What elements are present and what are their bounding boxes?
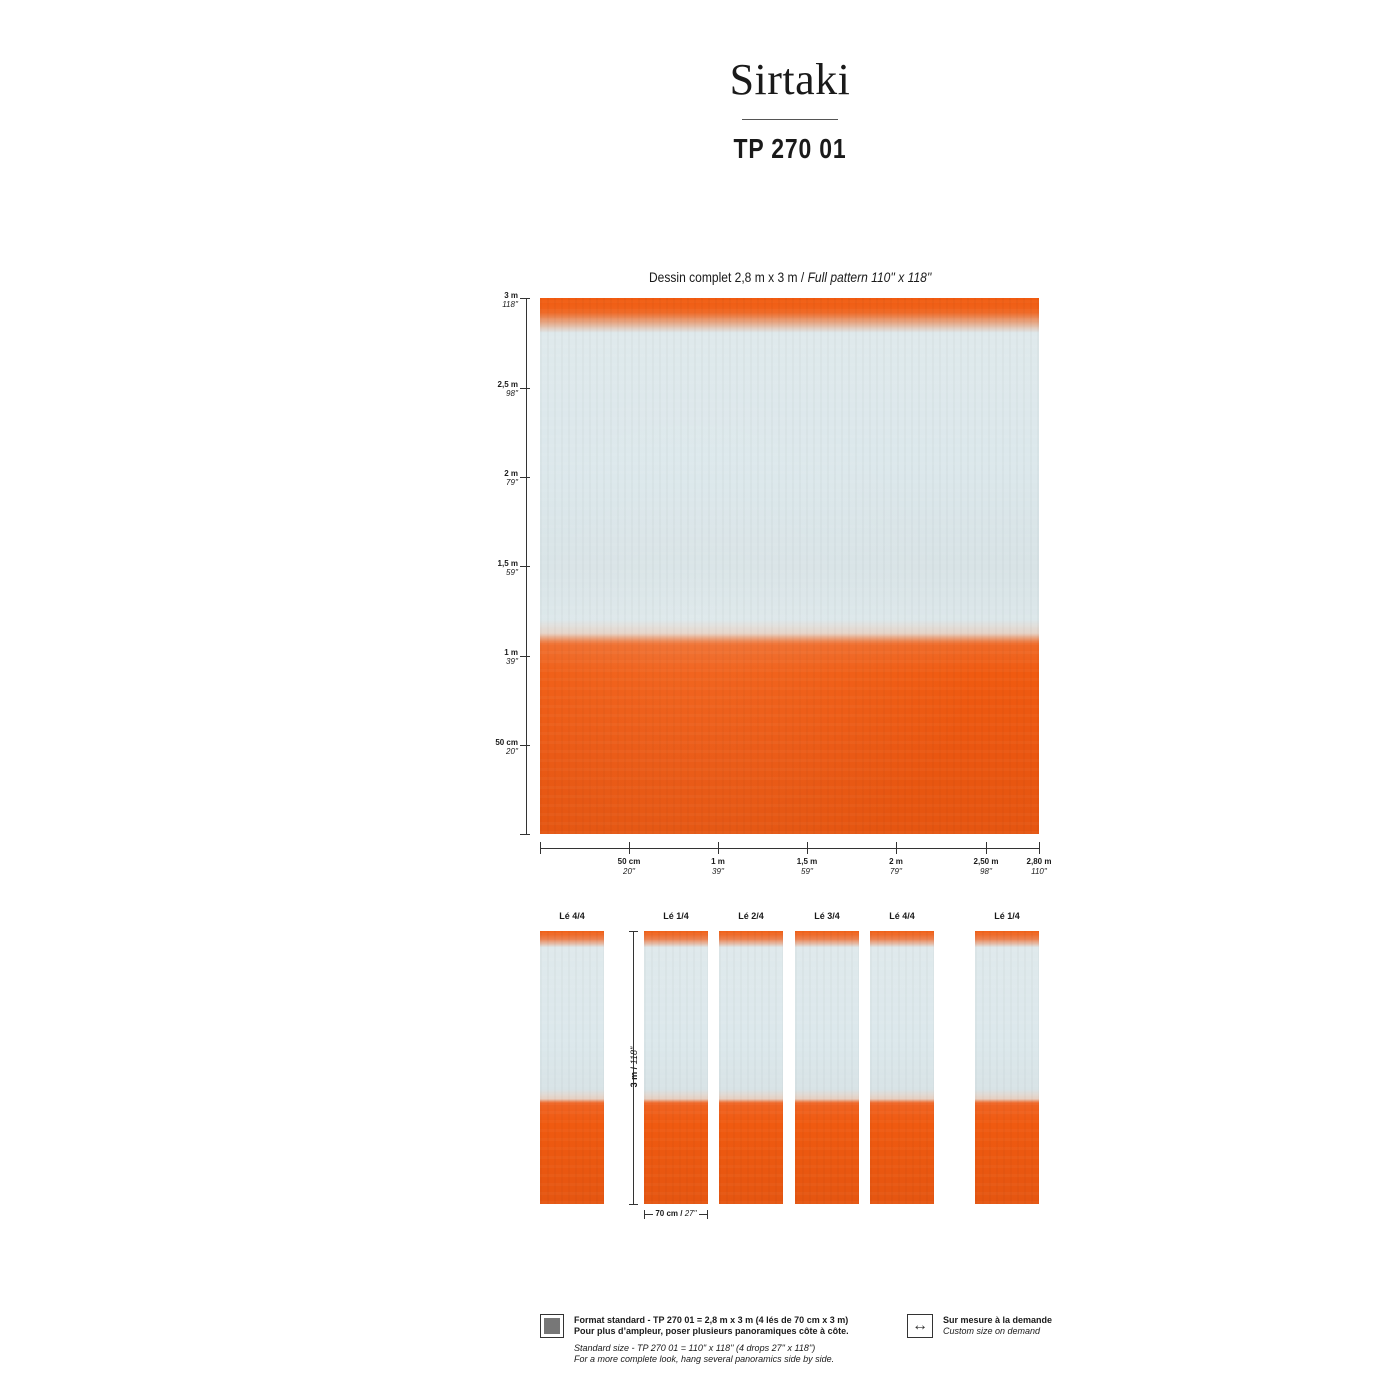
full-pattern-caption: Dessin complet 2,8 m x 3 m / Full patter… bbox=[540, 269, 1040, 285]
panel-drop bbox=[644, 931, 708, 1204]
horizontal-ruler-label: 2,80 m 110'' bbox=[1026, 857, 1052, 876]
panel-drop bbox=[870, 931, 934, 1204]
vertical-ruler-label: 50 cm 20'' bbox=[495, 738, 518, 756]
panel-width-label: 70 cm / 27'' bbox=[653, 1209, 699, 1218]
full-pattern-caption-fr: Dessin complet 2,8 m x 3 m / bbox=[648, 269, 808, 285]
horizontal-ruler-tick bbox=[1039, 842, 1040, 854]
horizontal-ruler-label: 2,50 m 98'' bbox=[973, 857, 999, 876]
panel-drop bbox=[719, 931, 783, 1204]
panel-height-label: 3 m / 118'' bbox=[629, 1046, 639, 1088]
horizontal-ruler-tick bbox=[629, 842, 630, 854]
horizontal-ruler-tick bbox=[986, 842, 987, 854]
vertical-ruler-tick bbox=[520, 745, 530, 746]
panel-height-line bbox=[633, 931, 634, 1204]
page-title: Sirtaki bbox=[729, 55, 851, 104]
panel-drop bbox=[975, 931, 1039, 1204]
panel-label: Lé 1/4 bbox=[663, 911, 689, 921]
vertical-ruler-tick bbox=[520, 834, 530, 835]
vertical-ruler-tick bbox=[520, 566, 530, 567]
horizontal-ruler-tick bbox=[540, 842, 541, 854]
vertical-ruler-tick bbox=[520, 656, 530, 657]
panel-drop bbox=[540, 931, 604, 1204]
panel-width-cap bbox=[707, 1210, 708, 1219]
double-arrow-icon: ↔ bbox=[907, 1314, 933, 1338]
vertical-ruler-label: 3 m 118'' bbox=[502, 291, 518, 309]
standard-format-text: Format standard - TP 270 01 = 2,8 m x 3 … bbox=[574, 1315, 849, 1336]
panel-label: Lé 4/4 bbox=[889, 911, 915, 921]
panel-height-cap bbox=[629, 1204, 638, 1205]
vertical-ruler-tick bbox=[520, 298, 530, 299]
product-reference: TP 270 01 bbox=[733, 133, 847, 164]
vertical-ruler-label: 1 m 39'' bbox=[504, 648, 518, 666]
panel-label: Lé 3/4 bbox=[814, 911, 840, 921]
vertical-ruler-label: 2 m 79'' bbox=[504, 469, 518, 487]
standard-format-icon bbox=[540, 1314, 564, 1338]
panel-label: Lé 2/4 bbox=[738, 911, 764, 921]
vertical-ruler-tick bbox=[520, 388, 530, 389]
horizontal-ruler-label: 1 m 39'' bbox=[711, 857, 725, 876]
panel-label: Lé 4/4 bbox=[559, 911, 585, 921]
horizontal-ruler-label: 1,5 m 59'' bbox=[796, 857, 818, 876]
vertical-ruler-label: 1,5 m 59'' bbox=[497, 559, 518, 577]
panel-height-cap bbox=[629, 931, 638, 932]
full-pattern-image bbox=[540, 298, 1039, 834]
horizontal-ruler-tick bbox=[896, 842, 897, 854]
horizontal-ruler-tick bbox=[718, 842, 719, 854]
custom-size-text: Sur mesure à la demande Custom size on d… bbox=[943, 1315, 1053, 1336]
horizontal-ruler bbox=[540, 848, 1039, 849]
horizontal-ruler-tick bbox=[807, 842, 808, 854]
vertical-ruler-tick bbox=[520, 477, 530, 478]
panel-width-cap bbox=[644, 1210, 645, 1219]
standard-size-text: Standard size - TP 270 01 = 110'' x 118'… bbox=[574, 1343, 835, 1364]
horizontal-ruler-label: 2 m 79'' bbox=[889, 857, 903, 876]
panel-drop bbox=[795, 931, 859, 1204]
vertical-ruler-label: 2,5 m 98'' bbox=[497, 380, 518, 398]
panel-label: Lé 1/4 bbox=[994, 911, 1020, 921]
full-pattern-caption-en: Full pattern 110'' x 118'' bbox=[807, 269, 932, 285]
horizontal-ruler-label: 50 cm 20'' bbox=[617, 857, 641, 876]
title-divider bbox=[742, 119, 838, 120]
